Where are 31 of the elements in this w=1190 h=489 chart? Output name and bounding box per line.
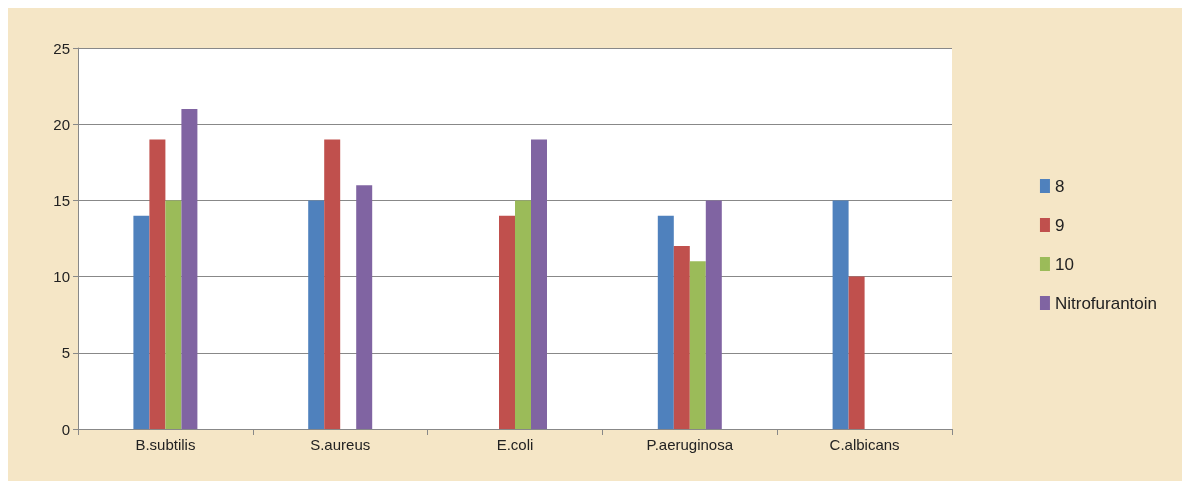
y-tick-label: 10 xyxy=(53,268,70,286)
bar xyxy=(657,215,674,429)
bar xyxy=(149,139,166,429)
bar xyxy=(531,139,547,429)
legend-label: 8 xyxy=(1054,176,1065,196)
bar xyxy=(689,261,706,429)
legend-label: 10 xyxy=(1054,254,1074,274)
bar xyxy=(165,200,182,429)
x-tick-label: P.aeruginosa xyxy=(646,436,734,453)
y-tick-label: 5 xyxy=(61,344,70,362)
y-tick-label: 15 xyxy=(53,191,70,209)
x-tick-label: S.aureus xyxy=(310,436,371,453)
bar xyxy=(832,200,849,429)
bar xyxy=(181,108,198,429)
bar xyxy=(848,276,865,429)
x-tick-label: E.coli xyxy=(496,436,534,453)
y-tick-label: 25 xyxy=(53,39,70,57)
y-tick-label: 0 xyxy=(61,420,70,438)
bar xyxy=(499,215,515,429)
bar xyxy=(308,200,325,429)
bar xyxy=(133,215,150,429)
bar xyxy=(673,246,690,429)
bar xyxy=(356,185,373,429)
x-tick-label: B.subtilis xyxy=(135,436,196,453)
bar xyxy=(515,200,531,429)
legend-label: 9 xyxy=(1054,215,1065,235)
bar xyxy=(324,139,341,429)
bar xyxy=(705,200,722,429)
y-tick-label: 20 xyxy=(53,115,70,133)
x-tick-label: C.albicans xyxy=(829,436,900,453)
legend-label: Nitrofurantoin xyxy=(1054,293,1158,313)
